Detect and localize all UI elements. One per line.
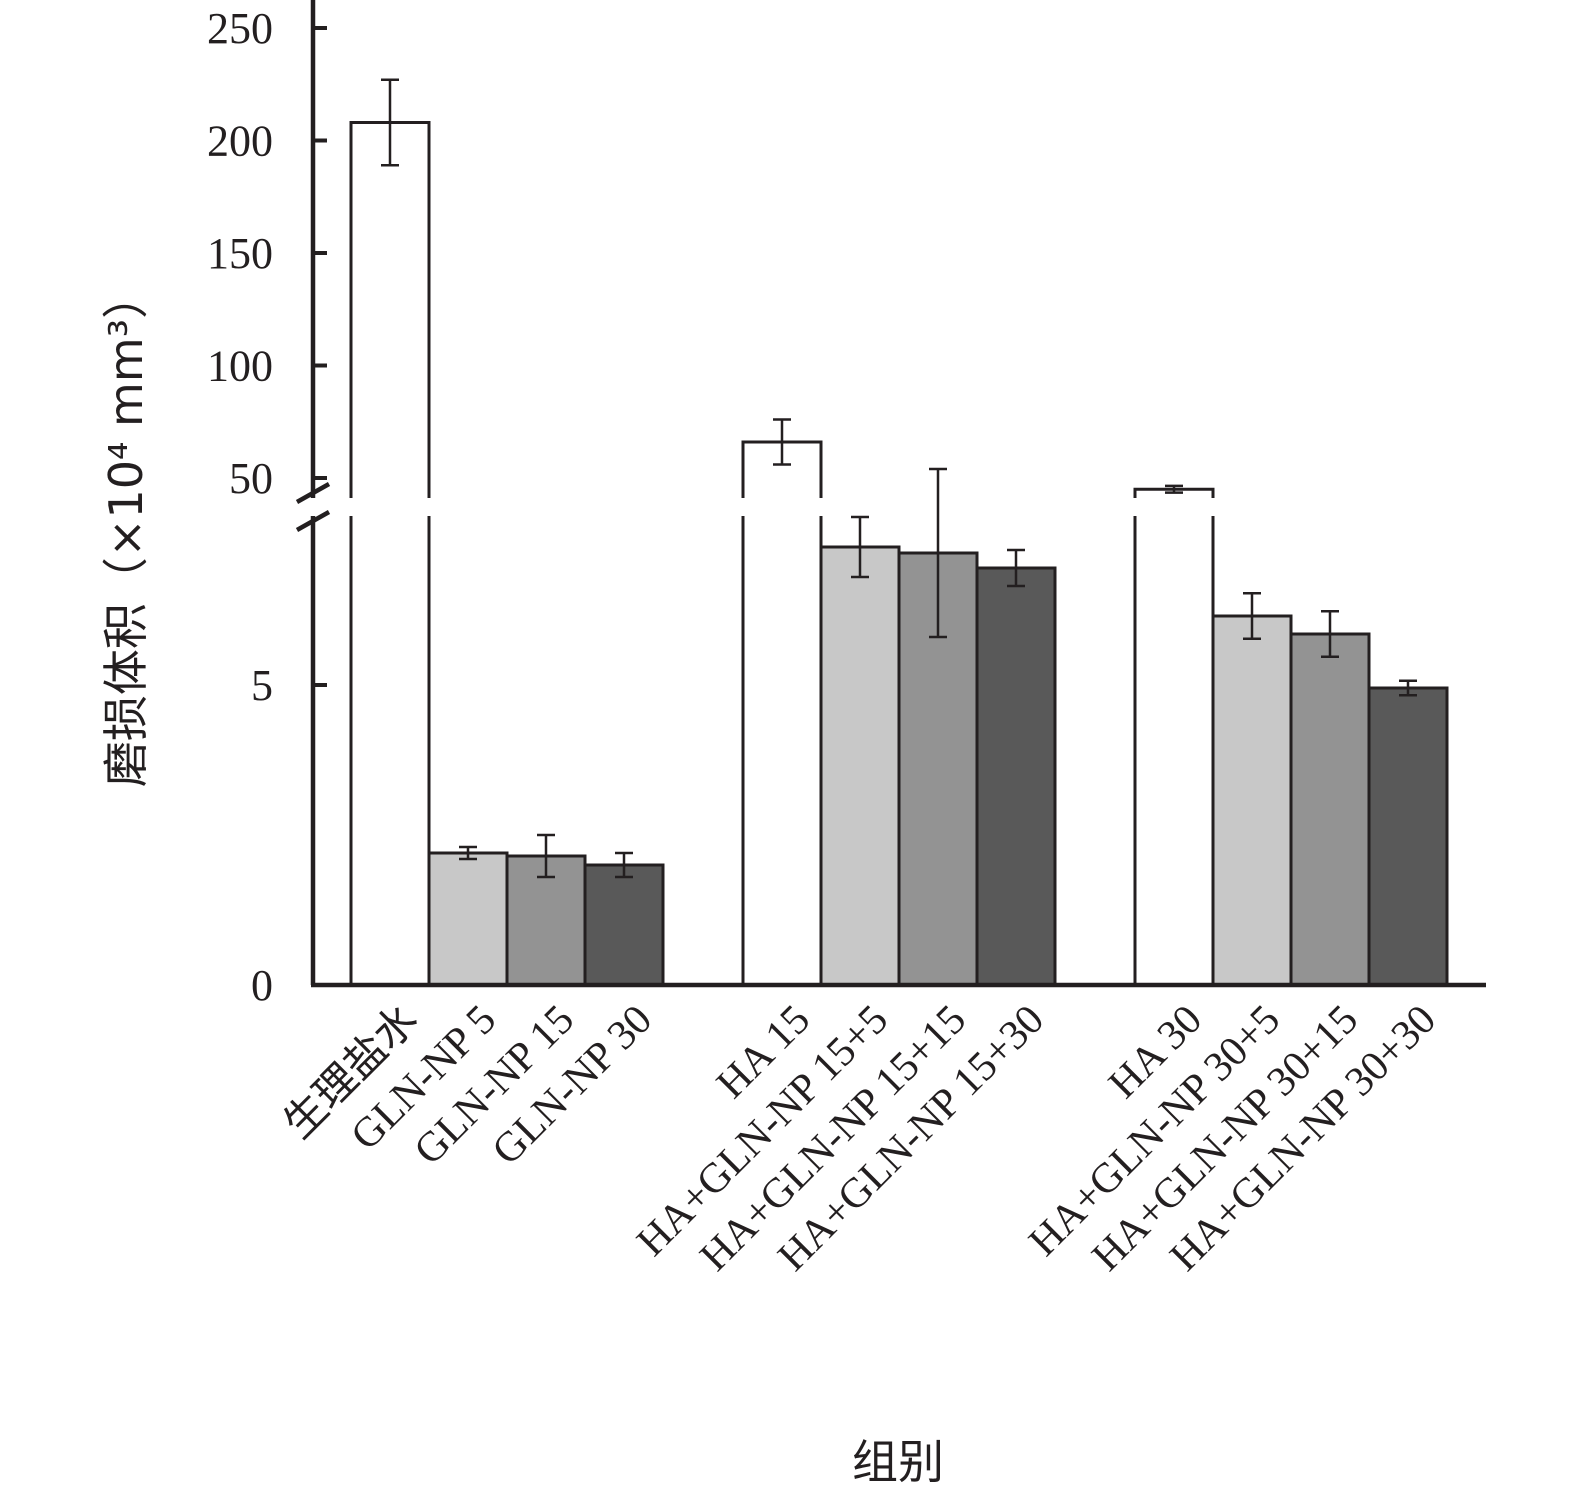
error-bar <box>929 467 947 639</box>
bar <box>819 545 901 987</box>
error-bar <box>537 833 555 879</box>
axis-break-mark <box>295 482 331 532</box>
y-tick-label: 5 <box>251 661 273 710</box>
error-bar <box>1007 548 1025 588</box>
error-bar <box>851 515 869 579</box>
bar-lower-fill <box>743 516 821 985</box>
y-tick-label: 0 <box>251 961 273 1010</box>
bar-upper-fill <box>351 122 429 498</box>
bar-lower-fill <box>351 516 429 985</box>
bar <box>583 863 665 987</box>
error-bar <box>1165 484 1183 494</box>
error-bar <box>773 418 791 466</box>
y-tick-label: 150 <box>207 229 273 278</box>
axis-break-gap <box>310 498 316 516</box>
y-tick-label: 200 <box>207 117 273 166</box>
error-bar <box>1243 591 1261 641</box>
bar <box>975 566 1057 987</box>
error-bar <box>615 851 633 879</box>
error-bar <box>1321 609 1339 659</box>
bar <box>1211 614 1293 987</box>
bar-lower-fill <box>1135 516 1213 985</box>
y-tick-label: 50 <box>229 454 273 503</box>
error-bar <box>381 78 399 167</box>
axes-layer <box>295 0 1486 988</box>
bar <box>427 851 509 987</box>
x-axis-title: 组别 <box>852 1435 944 1489</box>
bar <box>1367 686 1449 987</box>
error-bar <box>459 845 477 861</box>
ticks-layer: 0 5 50 100 150 200 250 <box>207 4 327 1010</box>
error-bar <box>1399 679 1417 697</box>
y-tick-label: 100 <box>207 342 273 391</box>
y-axis-title: 磨损体积（×10⁴ mm³） <box>99 273 153 787</box>
y-tick-label: 250 <box>207 4 273 53</box>
bar <box>1289 632 1371 987</box>
bars-layer <box>349 78 1449 987</box>
